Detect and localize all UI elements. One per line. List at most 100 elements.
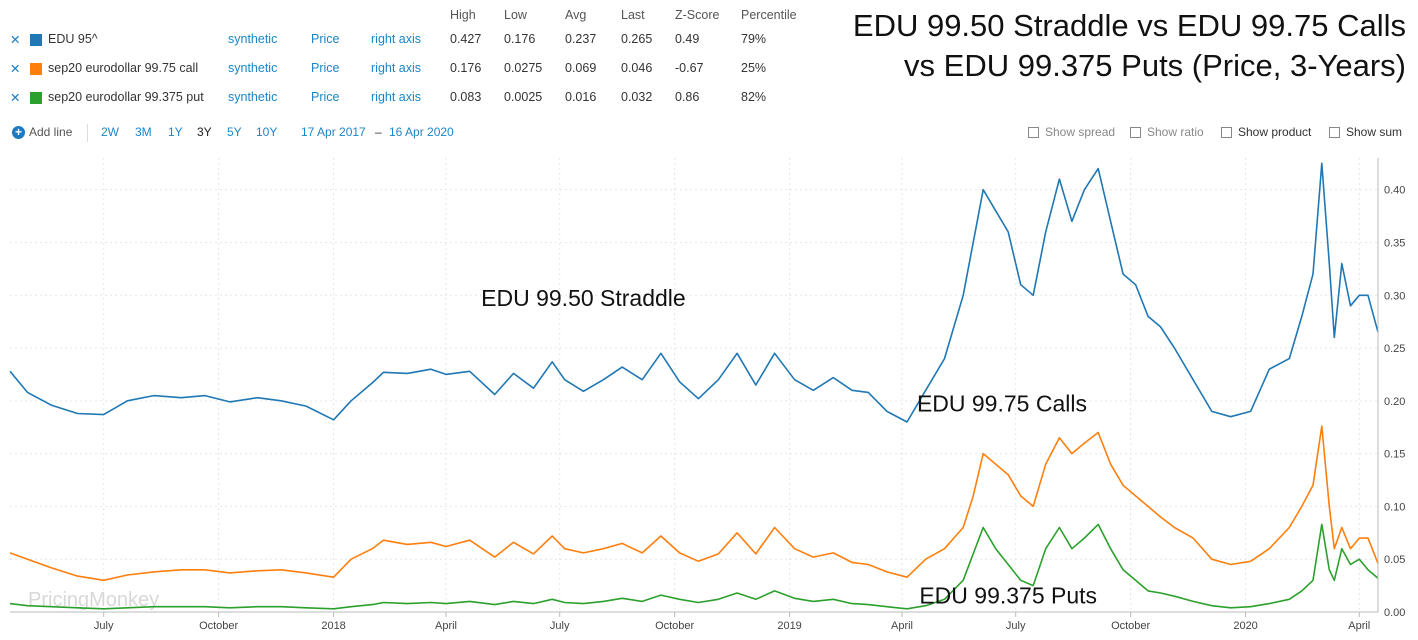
chart-annotation: EDU 99.375 Puts <box>919 583 1097 609</box>
x-tick-label: April <box>1348 620 1370 632</box>
plus-circle-icon: + <box>12 125 25 139</box>
remove-series-icon[interactable]: ✕ <box>10 33 21 47</box>
series-z-score: -0.67 <box>675 61 704 75</box>
x-tick-label: April <box>435 620 457 632</box>
series-avg: 0.069 <box>565 61 597 75</box>
series-last: 0.032 <box>621 90 653 104</box>
series-kind-link[interactable]: synthetic <box>228 90 278 104</box>
show-ratio-checkbox[interactable]: Show ratio <box>1130 125 1204 139</box>
series-swatch <box>30 63 42 75</box>
series-high: 0.083 <box>450 90 482 104</box>
header-percentile: Percentile <box>741 8 797 22</box>
chart-annotation: EDU 99.50 Straddle <box>481 285 686 311</box>
remove-series-icon[interactable]: ✕ <box>10 91 21 105</box>
series-kind-link[interactable]: synthetic <box>228 32 278 46</box>
show-spread-checkbox[interactable]: Show spread <box>1028 125 1115 139</box>
range-1y-button[interactable]: 1Y <box>168 125 183 139</box>
chart-series <box>9 162 1379 610</box>
y-tick-label: 0.40 <box>1384 185 1405 197</box>
show-sum-label: Show sum <box>1346 125 1403 139</box>
add-line-button[interactable]: + Add line <box>12 125 72 139</box>
chart-axes: 0.00 0.05 0.10 0.15 0.20 0.25 0.30 0.35 0.40 July… <box>10 158 1405 632</box>
header-high: High <box>450 8 476 22</box>
show-ratio-label: Show ratio <box>1147 125 1204 139</box>
series-z-score: 0.86 <box>675 90 700 104</box>
show-product-label: Show product <box>1238 125 1312 139</box>
x-tick-label: October <box>1111 620 1150 632</box>
toolbar-divider <box>87 124 88 142</box>
x-tick-label: 2020 <box>1233 620 1257 632</box>
x-tick-label: April <box>891 620 913 632</box>
series-measure-link[interactable]: Price <box>311 32 340 46</box>
chart-toolbar: + Add line 2W 3M 1Y 3Y 5Y 10Y 17 Apr 201… <box>12 124 1408 142</box>
y-tick-label: 0.00 <box>1384 607 1405 619</box>
series-axis-link[interactable]: right axis <box>371 32 422 46</box>
series-high: 0.427 <box>450 32 482 46</box>
x-tick-label: 2019 <box>777 620 801 632</box>
series-percentile: 25% <box>741 61 767 75</box>
series-last: 0.265 <box>621 32 653 46</box>
header-avg: Avg <box>565 8 587 22</box>
show-product-checkbox[interactable]: Show product <box>1221 125 1311 139</box>
date-range-separator: – <box>375 125 382 139</box>
y-tick-label: 0.35 <box>1384 237 1405 249</box>
series-name[interactable]: EDU 95^ <box>48 32 98 46</box>
x-tick-label: October <box>199 620 238 632</box>
series-percentile: 82% <box>741 90 767 104</box>
date-to-picker[interactable]: 16 Apr 2020 <box>389 125 454 139</box>
series-name[interactable]: sep20 eurodollar 99.75 call <box>48 61 199 75</box>
y-tick-label: 0.20 <box>1384 396 1405 408</box>
add-line-label: Add line <box>29 125 73 139</box>
chart-title-line-2: vs EDU 99.375 Puts (Price, 3-Years) <box>904 48 1406 83</box>
series-avg: 0.016 <box>565 90 597 104</box>
series-low: 0.0275 <box>504 61 543 75</box>
series-last: 0.046 <box>621 61 653 75</box>
chart-grid <box>10 158 1378 613</box>
series-axis-link[interactable]: right axis <box>371 61 422 75</box>
range-5y-button[interactable]: 5Y <box>227 125 242 139</box>
show-sum-checkbox[interactable]: Show sum <box>1329 125 1402 139</box>
chart-annotation: EDU 99.75 Calls <box>917 390 1087 416</box>
series-swatch <box>30 34 42 46</box>
x-tick-label: July <box>94 620 114 632</box>
series-line-1 <box>9 425 1379 582</box>
header-low: Low <box>504 8 527 22</box>
checkbox-icon <box>1329 126 1340 138</box>
series-percentile: 79% <box>741 32 767 46</box>
x-tick-label: July <box>1006 620 1026 632</box>
series-name[interactable]: sep20 eurodollar 99.375 put <box>48 90 204 104</box>
checkbox-icon <box>1028 126 1039 138</box>
series-measure-link[interactable]: Price <box>311 90 340 104</box>
remove-series-icon[interactable]: ✕ <box>10 62 21 76</box>
range-10y-button[interactable]: 10Y <box>256 125 278 139</box>
series-kind-link[interactable]: synthetic <box>228 61 278 75</box>
series-measure-link[interactable]: Price <box>311 61 340 75</box>
date-from-picker[interactable]: 17 Apr 2017 <box>301 125 366 139</box>
y-tick-label: 0.15 <box>1384 449 1405 461</box>
watermark: PricingMonkey <box>28 589 159 611</box>
series-line-2 <box>9 523 1379 610</box>
y-tick-label: 0.25 <box>1384 343 1405 355</box>
x-tick-label: October <box>655 620 694 632</box>
header-last: Last <box>621 8 645 22</box>
range-3m-button[interactable]: 3M <box>135 125 152 139</box>
y-tick-label: 0.05 <box>1384 554 1405 566</box>
chart-title-line-1: EDU 99.50 Straddle vs EDU 99.75 Calls <box>852 8 1406 43</box>
x-tick-label: July <box>550 620 570 632</box>
checkbox-icon <box>1221 126 1232 138</box>
series-low: 0.176 <box>504 32 536 46</box>
series-line-0 <box>9 162 1379 423</box>
show-spread-label: Show spread <box>1045 125 1116 139</box>
series-z-score: 0.49 <box>675 32 700 46</box>
series-high: 0.176 <box>450 61 482 75</box>
x-tick-label: 2018 <box>321 620 345 632</box>
series-avg: 0.237 <box>565 32 597 46</box>
y-tick-label: 0.10 <box>1384 501 1405 513</box>
range-3y-button[interactable]: 3Y <box>197 125 212 139</box>
series-axis-link[interactable]: right axis <box>371 90 422 104</box>
range-2w-button[interactable]: 2W <box>101 125 119 139</box>
chart-title: EDU 99.50 Straddle vs EDU 99.75 Calls vs… <box>853 6 1406 86</box>
checkbox-icon <box>1130 126 1141 138</box>
chart-annotations: EDU 99.50 Straddle EDU 99.75 Calls EDU 99.… <box>481 285 1097 609</box>
